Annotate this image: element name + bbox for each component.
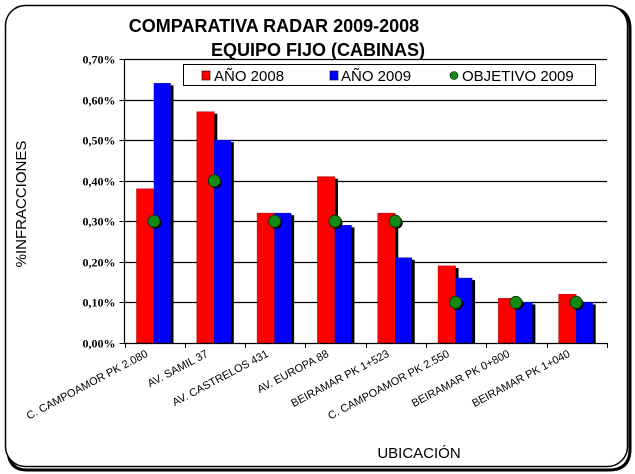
bar-2009 <box>395 257 412 344</box>
objective-marker <box>388 214 402 228</box>
y-tick-label: 0,70% <box>83 53 116 67</box>
objective-markers <box>147 174 584 310</box>
axes <box>123 59 608 348</box>
bars <box>136 83 596 344</box>
bar-2008 <box>377 212 396 344</box>
y-tick-label: 0,10% <box>83 296 116 310</box>
chart-title: COMPARATIVA RADAR 2009-2008 <box>129 16 419 36</box>
objective-marker <box>268 214 282 228</box>
objective-marker <box>509 295 523 309</box>
objective-marker <box>147 214 161 228</box>
objective-marker <box>328 214 342 228</box>
y-tick-label: 0,40% <box>83 175 116 189</box>
bar-2008 <box>256 212 275 344</box>
bar-2008 <box>196 111 215 344</box>
objective-marker <box>569 295 583 309</box>
legend-box <box>183 64 596 86</box>
legend-marker-objetivo <box>449 71 459 80</box>
legend-label-2008: AÑO 2008 <box>214 68 284 85</box>
y-tick-label: 0,60% <box>83 94 116 108</box>
bar-2009 <box>214 139 232 344</box>
bar-2009 <box>334 225 352 344</box>
legend-swatch-2008 <box>201 70 211 81</box>
y-axis-ticks: 0,00% 0,10% 0,20% 0,30% 0,40% 0,50% 0,60% 0,70% <box>83 53 125 351</box>
legend: AÑO 2008 AÑO 2009 OBJETIVO 2009 <box>183 64 596 86</box>
y-tick-label: 0,00% <box>83 337 116 351</box>
bar-2008 <box>317 176 336 344</box>
y-axis-title: %INFRACCIONES <box>13 141 30 268</box>
legend-label-2009: AÑO 2009 <box>341 68 411 85</box>
chart-subtitle: EQUIPO FIJO (CABINAS) <box>211 40 425 60</box>
bar-2008 <box>136 188 155 344</box>
y-tick-label: 0,50% <box>83 134 116 148</box>
y-tick-label: 0,30% <box>83 215 116 229</box>
y-tick-label: 0,20% <box>83 256 116 270</box>
bar-2009 <box>274 212 292 344</box>
bar-2009 <box>153 83 171 344</box>
x-axis-title: UBICACIÓN <box>377 445 460 462</box>
objective-marker <box>449 295 463 309</box>
bar-2009 <box>455 277 473 344</box>
objective-marker <box>207 174 221 188</box>
legend-label-objetivo: OBJETIVO 2009 <box>462 68 574 85</box>
legend-swatch-2009 <box>329 70 339 81</box>
